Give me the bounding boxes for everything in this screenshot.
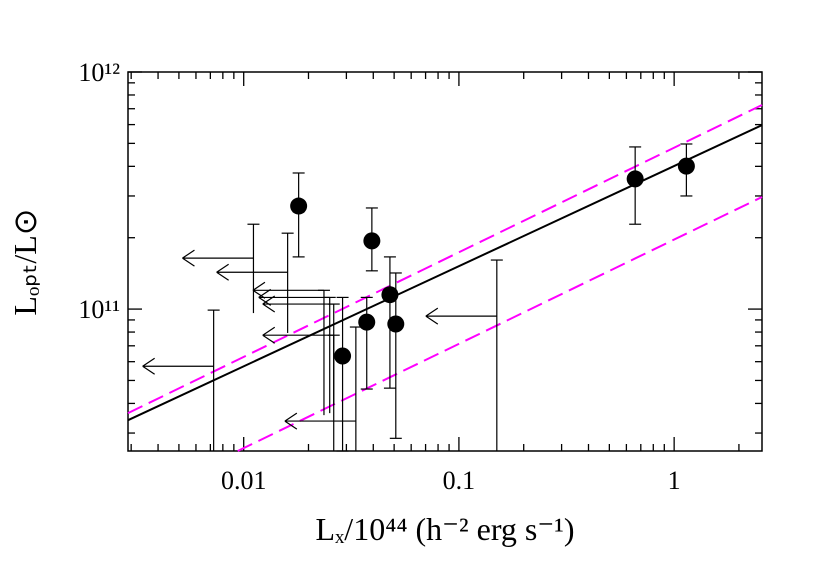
y-axis-title: Lₒₚₜ/L⊙ <box>7 208 43 315</box>
point <box>334 347 352 365</box>
upper-limit-arrow <box>182 249 254 267</box>
upper-limit-arrow <box>142 357 214 375</box>
x-axis-title: Lₓ/10⁴⁴ (h⁻² erg s⁻¹) <box>315 511 574 547</box>
point <box>363 232 381 250</box>
fit-line <box>127 124 763 422</box>
point <box>381 286 399 304</box>
upper-limit-arrow <box>258 288 330 306</box>
point <box>677 157 695 175</box>
upper-limit-arrow <box>216 263 288 281</box>
x-tick-label: 0.01 <box>221 466 267 495</box>
point <box>626 170 644 188</box>
point <box>387 315 405 333</box>
point <box>358 313 376 331</box>
y-tick-label: 10¹¹ <box>78 295 120 324</box>
x-tick-label: 0.1 <box>443 466 476 495</box>
upper-limit-arrow <box>262 295 334 313</box>
upper-limit-arrow <box>252 281 324 299</box>
x-tick-label: 1 <box>668 466 681 495</box>
upper-limit-arrow <box>425 307 497 325</box>
fit-line <box>237 196 763 452</box>
plot-frame <box>127 71 763 452</box>
upper-limit-arrow <box>284 412 356 430</box>
fit-line <box>127 104 763 415</box>
y-tick-label: 10¹² <box>78 58 120 87</box>
point <box>290 197 308 215</box>
upper-limit-arrow <box>262 326 334 344</box>
